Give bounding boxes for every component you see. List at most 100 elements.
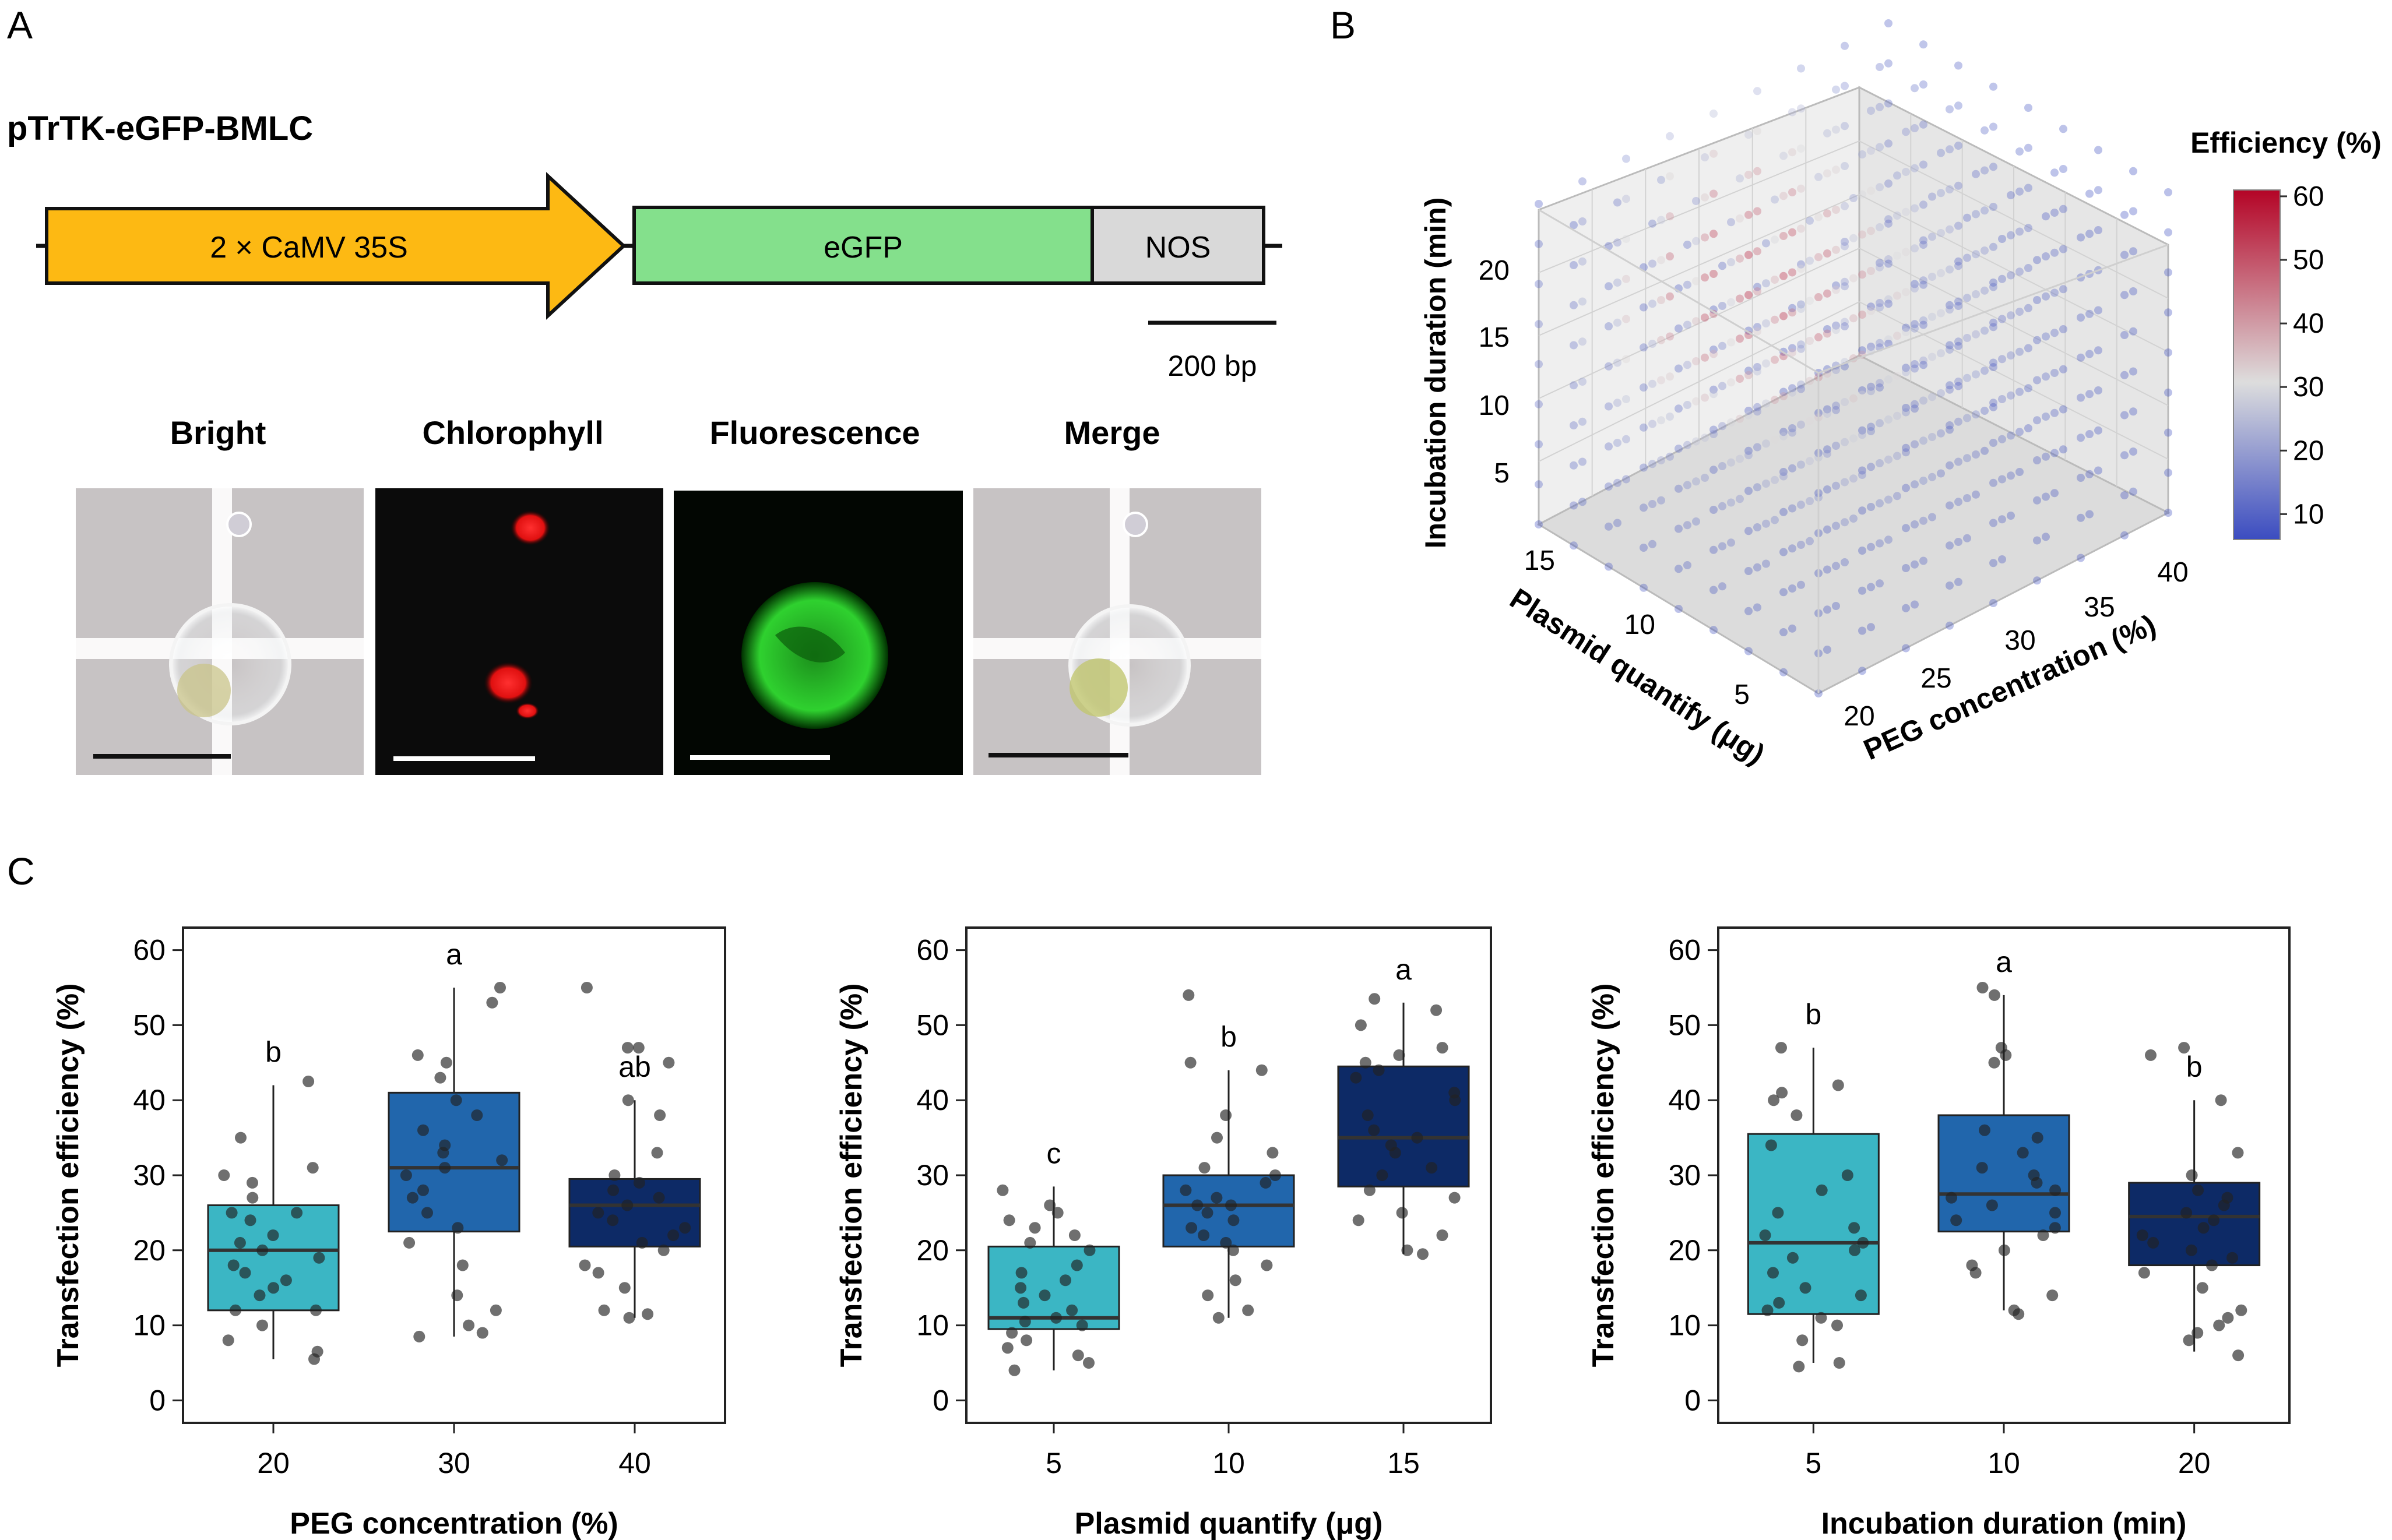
volume-point: [1709, 466, 1718, 474]
volume-point: [1701, 313, 1709, 322]
volume-point: [1779, 588, 1788, 597]
data-point: [2235, 1304, 2247, 1316]
volume-point: [2129, 207, 2137, 216]
volume-point: [2033, 496, 2041, 505]
data-point: [2028, 1169, 2040, 1181]
volume-point: [1946, 621, 1954, 630]
volume-point: [1893, 291, 1901, 300]
volume-point: [1736, 174, 1744, 183]
volume-point: [2033, 536, 2041, 545]
volume-point: [1893, 332, 1901, 340]
volume-point: [1972, 370, 1980, 379]
volume-point: [1867, 186, 1875, 195]
volume-point: [1753, 87, 1761, 96]
volume-point: [1946, 341, 1954, 350]
volume-point: [1779, 668, 1788, 676]
y-tick-label: 0: [149, 1384, 166, 1416]
volume-point: [1736, 375, 1744, 383]
volume-point: [2024, 224, 2032, 232]
volume-point: [1675, 445, 1683, 453]
data-point: [1220, 1236, 1232, 1249]
data-point: [2180, 1207, 2193, 1219]
volume-point: [1902, 443, 1910, 452]
volume-point: [1884, 455, 1893, 464]
volume-point: [1535, 239, 1543, 248]
volume-point: [1849, 274, 1858, 283]
volume-point: [1709, 270, 1718, 278]
volume-point: [1736, 334, 1744, 343]
volume-point: [1876, 339, 1884, 347]
volume-point: [1666, 132, 1674, 140]
volume-point: [1919, 120, 1927, 129]
volume-point: [1535, 440, 1543, 449]
volume-point: [1640, 544, 1648, 552]
volume-point: [1657, 256, 1665, 265]
volume-point: [2024, 304, 2032, 312]
data-point: [1018, 1296, 1030, 1309]
data-point: [310, 1304, 322, 1316]
volume-point: [1841, 162, 1849, 170]
volume-point: [1928, 273, 1936, 281]
data-point: [291, 1207, 303, 1219]
volume-point: [1806, 417, 1814, 425]
data-point: [1411, 1132, 1423, 1144]
volume-point: [2164, 509, 2172, 517]
volume-point: [2042, 252, 2050, 260]
y-axis-title: Transfection efficiency (%): [835, 984, 868, 1368]
volume-point: [1744, 451, 1753, 460]
volume-point: [1884, 255, 1893, 263]
volume-point: [1570, 421, 1578, 429]
volume-point: [2059, 445, 2067, 454]
volume-point: [1613, 519, 1621, 527]
volume-point: [1823, 329, 1831, 338]
data-point: [1003, 1214, 1015, 1227]
volume-point: [1613, 358, 1621, 367]
volume-point: [1841, 318, 1849, 326]
volume-point: [2024, 384, 2032, 393]
volume-point: [1701, 353, 1709, 362]
volume-point: [1535, 520, 1543, 528]
volume-point: [1911, 244, 1919, 253]
volume-point: [2050, 329, 2059, 337]
volume-point: [1744, 131, 1753, 139]
volume-point: [1727, 218, 1735, 227]
colorbar: Efficiency (%) 10 20 30 40 50 60: [2190, 126, 2382, 540]
data-point: [2037, 1229, 2049, 1241]
volume-point: [1946, 582, 1954, 590]
volume-point: [1858, 466, 1866, 475]
panel-b-label: B: [1330, 3, 1356, 47]
volume-point: [1683, 401, 1691, 409]
data-point: [1186, 1222, 1198, 1234]
volume-point: [1692, 477, 1700, 486]
volume-point: [1884, 215, 1893, 224]
volume-point: [1832, 481, 1840, 490]
volume-point: [1701, 273, 1709, 282]
volume-point: [1911, 400, 1919, 408]
volume-point: [1823, 209, 1831, 218]
volume-point: [1884, 99, 1893, 108]
volume-point: [1709, 110, 1718, 118]
data-point: [1946, 1192, 1958, 1204]
volume-point: [1841, 238, 1849, 246]
volume-point: [1937, 469, 1945, 478]
volume-point: [1902, 323, 1910, 332]
volume-point: [1814, 293, 1823, 301]
panel-a-label: A: [7, 3, 33, 47]
volume-point: [1867, 387, 1875, 396]
volume-point: [1718, 422, 1726, 431]
box: [1747, 1133, 1880, 1315]
volume-point: [1648, 299, 1656, 308]
volume-point: [1788, 348, 1796, 357]
volume-point: [1919, 80, 1927, 89]
data-point: [1759, 1229, 1771, 1241]
volume-point: [1867, 422, 1875, 431]
volume-point: [1709, 230, 1718, 238]
volume-point: [1919, 356, 1927, 365]
volume-point: [1981, 166, 1989, 175]
boxplot-plasmid: 0 10 20 30 40 50 60 Transfection efficiency (%)…: [835, 926, 1492, 1540]
volume-point: [1989, 283, 1997, 291]
volume-point: [1648, 259, 1656, 268]
volume-point: [1902, 248, 1910, 256]
data-point: [456, 1259, 469, 1271]
